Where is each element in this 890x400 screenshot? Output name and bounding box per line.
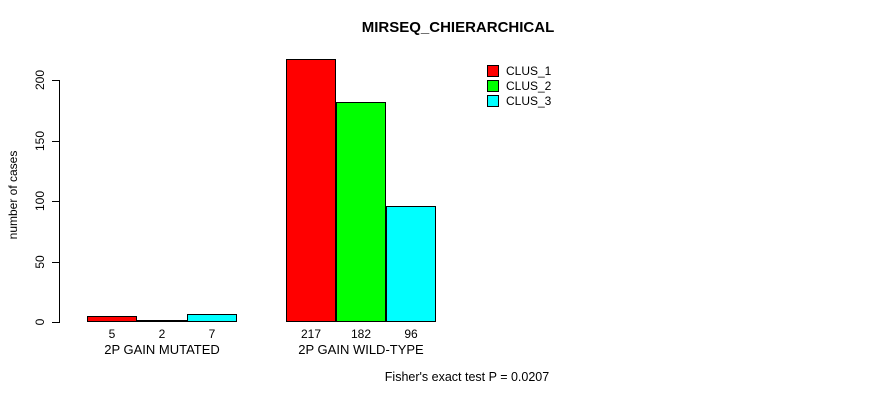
legend-label: CLUS_1 bbox=[506, 63, 552, 78]
bar-clus_2-2 bbox=[336, 102, 386, 322]
bar-value-label: 217 bbox=[300, 327, 322, 341]
bar-value-label: 2 bbox=[158, 327, 166, 341]
legend-label: CLUS_2 bbox=[506, 78, 552, 93]
y-tick-label: 0 bbox=[33, 318, 47, 326]
legend-swatch-icon bbox=[487, 94, 499, 107]
legend-swatch-icon bbox=[487, 79, 499, 92]
y-tick-label: 200 bbox=[33, 69, 47, 91]
bar-value-label: 96 bbox=[404, 327, 418, 341]
legend-label: CLUS_3 bbox=[506, 93, 552, 108]
bar-clus_2-1 bbox=[137, 320, 187, 322]
bar-clus_3-1 bbox=[187, 314, 237, 322]
category-label: 2P GAIN MUTATED bbox=[104, 342, 220, 357]
y-axis-label: number of cases bbox=[6, 150, 20, 240]
y-tick-label: 50 bbox=[33, 255, 47, 269]
chart-title: MIRSEQ_CHIERARCHICAL bbox=[361, 19, 555, 36]
bar-value-label: 7 bbox=[208, 327, 216, 341]
category-label: 2P GAIN WILD-TYPE bbox=[298, 342, 424, 357]
legend-swatch-icon bbox=[487, 64, 499, 77]
legend-item: CLUS_3 bbox=[487, 93, 551, 108]
y-tick-label: 150 bbox=[33, 130, 47, 152]
bar-clus_1-2 bbox=[286, 59, 336, 322]
bar-value-label: 5 bbox=[108, 327, 116, 341]
y-tick-mark bbox=[52, 322, 60, 323]
y-tick-mark bbox=[52, 141, 60, 142]
y-tick-mark bbox=[52, 262, 60, 263]
y-tick-mark bbox=[52, 80, 60, 81]
legend-item: CLUS_1 bbox=[487, 63, 551, 78]
bar-value-label: 182 bbox=[350, 327, 372, 341]
bar-clus_3-2 bbox=[386, 206, 436, 322]
legend-item: CLUS_2 bbox=[487, 78, 551, 93]
y-tick-mark bbox=[52, 201, 60, 202]
legend: CLUS_1 CLUS_2 CLUS_3 bbox=[487, 63, 551, 108]
y-tick-label: 100 bbox=[33, 190, 47, 212]
stat-test-annotation: Fisher's exact test P = 0.0207 bbox=[384, 370, 550, 384]
bar-clus_1-1 bbox=[87, 316, 137, 322]
